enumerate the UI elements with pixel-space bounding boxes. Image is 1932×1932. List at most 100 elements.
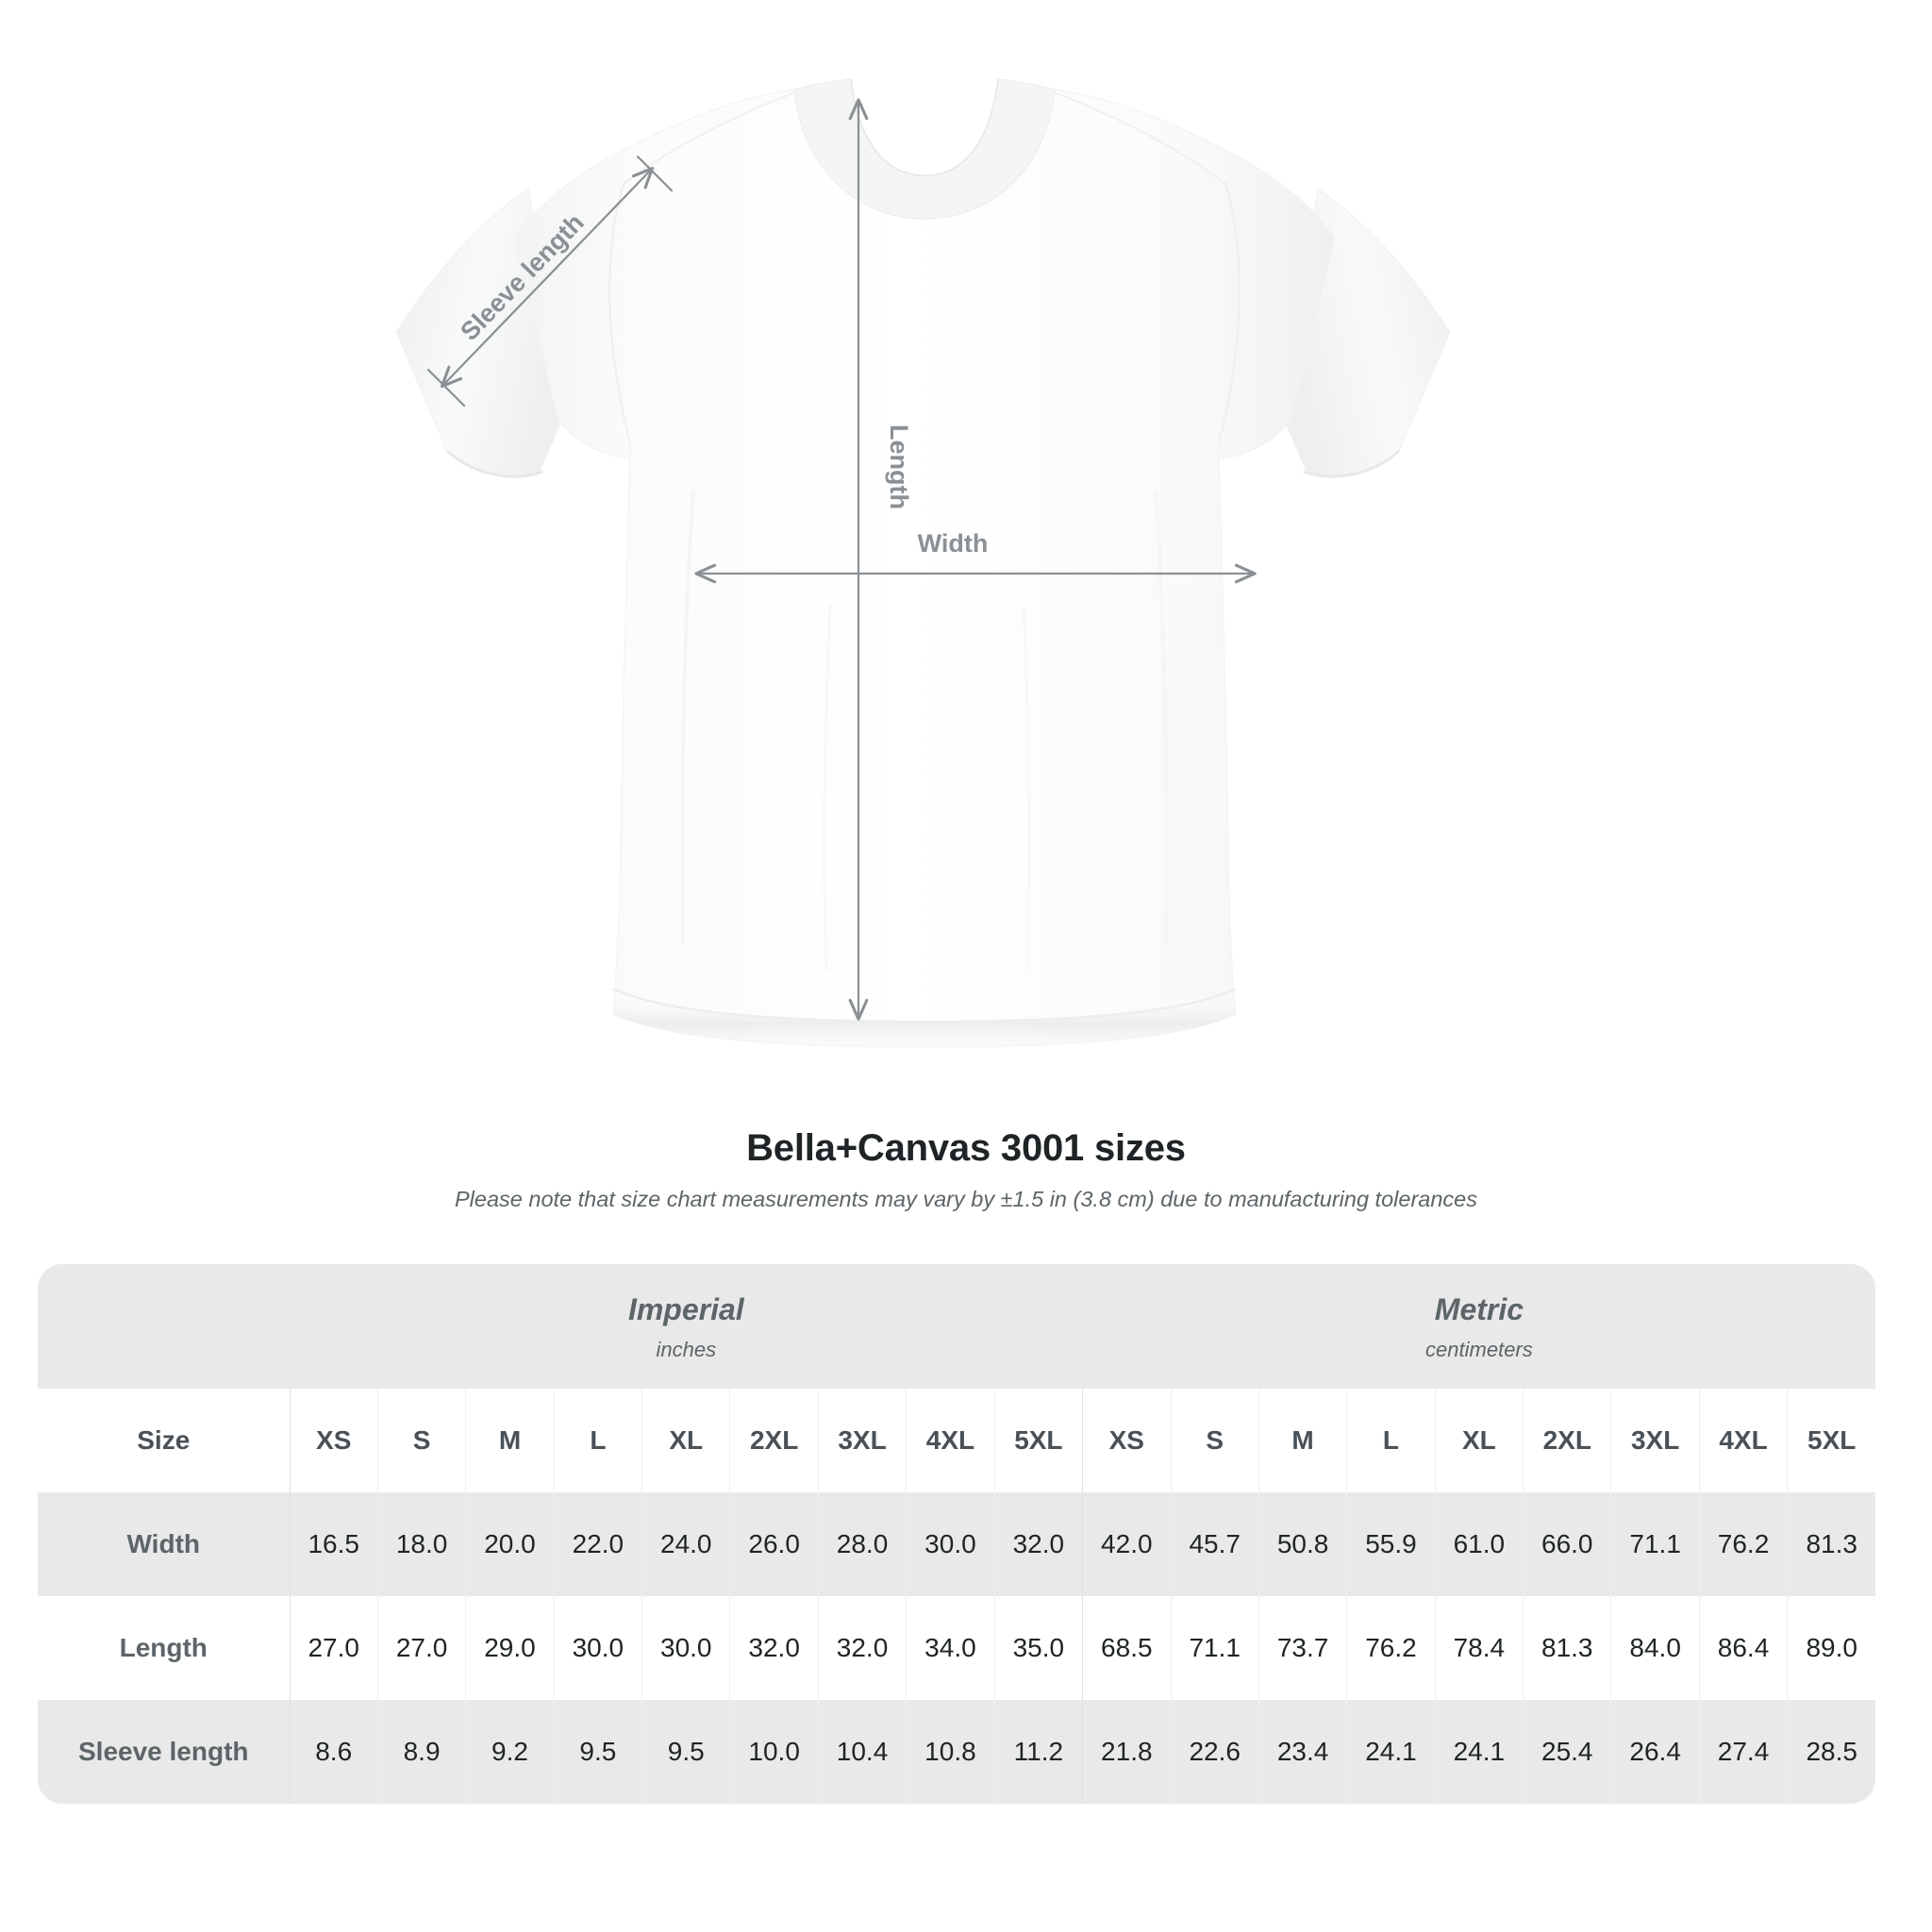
cell-length-metric-4xl: 86.4 <box>1698 1596 1788 1700</box>
cell-sleeve-imperial-xs: 8.6 <box>289 1700 378 1804</box>
cell-sleeve-metric-4xl: 27.4 <box>1698 1700 1788 1804</box>
sleeve-length-arrow <box>440 166 655 389</box>
size-col-imperial-m: M <box>465 1389 555 1492</box>
cell-length-imperial-2xl: 32.0 <box>729 1596 819 1700</box>
size-col-imperial-2xl: 2XL <box>729 1389 819 1492</box>
size-col-metric-m: M <box>1257 1389 1347 1492</box>
cell-sleeve-metric-5xl: 28.5 <box>1787 1700 1875 1804</box>
cell-width-metric-xl: 61.0 <box>1434 1492 1524 1596</box>
cell-length-metric-5xl: 89.0 <box>1787 1596 1875 1700</box>
unit-header-spacer <box>38 1264 290 1389</box>
size-col-metric-s: S <box>1170 1389 1259 1492</box>
label-length: Length <box>885 425 913 509</box>
cell-length-imperial-5xl: 35.0 <box>993 1596 1083 1700</box>
size-col-metric-2xl: 2XL <box>1523 1389 1611 1492</box>
size-col-metric-l: L <box>1346 1389 1436 1492</box>
cell-sleeve-imperial-s: 8.9 <box>376 1700 466 1804</box>
unit-imperial-name: Imperial <box>627 1292 744 1326</box>
cell-length-metric-s: 71.1 <box>1170 1596 1259 1700</box>
size-col-imperial-l: L <box>553 1389 642 1492</box>
cell-sleeve-imperial-m: 9.2 <box>465 1700 555 1804</box>
sleeve-tick-top <box>636 155 674 192</box>
cell-width-imperial-4xl: 30.0 <box>906 1492 995 1596</box>
row-label-length: Length <box>38 1596 290 1700</box>
cell-sleeve-metric-2xl: 25.4 <box>1523 1700 1611 1804</box>
size-col-metric-xs: XS <box>1082 1389 1171 1492</box>
cell-length-imperial-4xl: 34.0 <box>906 1596 995 1700</box>
table-row-width: Width 16.5 18.0 20.0 22.0 24.0 26.0 28.0… <box>38 1492 1875 1596</box>
page-title: Bella+Canvas 3001 sizes <box>746 1127 1186 1169</box>
cell-length-metric-xs: 68.5 <box>1082 1596 1171 1700</box>
size-col-metric-3xl: 3XL <box>1610 1389 1700 1492</box>
cell-length-metric-m: 73.7 <box>1257 1596 1347 1700</box>
measurement-arrows <box>426 98 1257 1021</box>
size-col-metric-xl: XL <box>1434 1389 1524 1492</box>
cell-width-imperial-5xl: 32.0 <box>993 1492 1083 1596</box>
cell-length-metric-2xl: 81.3 <box>1523 1596 1611 1700</box>
cell-length-metric-l: 76.2 <box>1346 1596 1436 1700</box>
cell-length-metric-3xl: 84.0 <box>1610 1596 1700 1700</box>
cell-width-metric-3xl: 71.1 <box>1610 1492 1700 1596</box>
cell-sleeve-imperial-5xl: 11.2 <box>993 1700 1083 1804</box>
unit-imperial-sub: inches <box>656 1338 717 1361</box>
sleeve-tick-bottom <box>426 368 466 408</box>
row-label-sleeve-length: Sleeve length <box>38 1700 290 1804</box>
unit-header-row: Imperial inches Metric centimeters <box>38 1264 1875 1389</box>
title-block: Bella+Canvas 3001 sizes Please note that… <box>0 1127 1932 1212</box>
cell-length-imperial-m: 29.0 <box>465 1596 555 1700</box>
size-col-metric-5xl: 5XL <box>1787 1389 1875 1492</box>
size-col-imperial-3xl: 3XL <box>817 1389 907 1492</box>
size-col-imperial-s: S <box>376 1389 466 1492</box>
cell-width-imperial-3xl: 28.0 <box>817 1492 907 1596</box>
cell-width-metric-m: 50.8 <box>1257 1492 1347 1596</box>
cell-width-metric-4xl: 76.2 <box>1698 1492 1788 1596</box>
cell-width-metric-xs: 42.0 <box>1082 1492 1171 1596</box>
unit-group-imperial: Imperial inches <box>290 1264 1083 1389</box>
tolerance-note: Please note that size chart measurements… <box>455 1187 1477 1211</box>
size-table: Imperial inches Metric centimeters Size … <box>38 1264 1875 1804</box>
size-header-row: Size XS S M L XL 2XL 3XL 4XL 5XL XS S M … <box>38 1389 1875 1492</box>
cell-width-imperial-l: 22.0 <box>553 1492 642 1596</box>
cell-length-imperial-l: 30.0 <box>553 1596 642 1700</box>
cell-length-imperial-3xl: 32.0 <box>817 1596 907 1700</box>
cell-width-imperial-xl: 24.0 <box>641 1492 730 1596</box>
cell-sleeve-imperial-4xl: 10.8 <box>906 1700 995 1804</box>
cell-length-imperial-s: 27.0 <box>376 1596 466 1700</box>
cell-sleeve-metric-3xl: 26.4 <box>1610 1700 1700 1804</box>
size-col-imperial-xl: XL <box>641 1389 730 1492</box>
cell-width-imperial-m: 20.0 <box>465 1492 555 1596</box>
cell-width-metric-s: 45.7 <box>1170 1492 1259 1596</box>
cell-width-imperial-xs: 16.5 <box>289 1492 378 1596</box>
cell-sleeve-metric-l: 24.1 <box>1346 1700 1436 1804</box>
cell-sleeve-imperial-l: 9.5 <box>553 1700 642 1804</box>
cell-sleeve-metric-m: 23.4 <box>1257 1700 1347 1804</box>
size-col-metric-4xl: 4XL <box>1698 1389 1788 1492</box>
cell-sleeve-metric-xl: 24.1 <box>1434 1700 1524 1804</box>
row-label-width: Width <box>38 1492 290 1596</box>
unit-metric-name: Metric <box>1434 1292 1524 1326</box>
size-col-imperial-xs: XS <box>289 1389 378 1492</box>
cell-width-metric-5xl: 81.3 <box>1787 1492 1875 1596</box>
cell-sleeve-imperial-3xl: 10.4 <box>817 1700 907 1804</box>
unit-metric-sub: centimeters <box>1425 1338 1533 1361</box>
size-table-container: Imperial inches Metric centimeters Size … <box>38 1264 1875 1804</box>
cell-length-metric-xl: 78.4 <box>1434 1596 1524 1700</box>
cell-width-imperial-s: 18.0 <box>376 1492 466 1596</box>
cell-length-imperial-xl: 30.0 <box>641 1596 730 1700</box>
size-header-label: Size <box>38 1389 290 1492</box>
table-row-sleeve-length: Sleeve length 8.6 8.9 9.2 9.5 9.5 10.0 1… <box>38 1700 1875 1804</box>
cell-sleeve-imperial-xl: 9.5 <box>641 1700 730 1804</box>
tshirt-illustration: Sleeve length Length Width <box>395 78 1451 1048</box>
cell-width-imperial-2xl: 26.0 <box>729 1492 819 1596</box>
table-row-length: Length 27.0 27.0 29.0 30.0 30.0 32.0 32.… <box>38 1596 1875 1700</box>
cell-length-imperial-xs: 27.0 <box>289 1596 378 1700</box>
cell-sleeve-metric-xs: 21.8 <box>1082 1700 1171 1804</box>
cell-sleeve-metric-s: 22.6 <box>1170 1700 1259 1804</box>
cell-width-metric-2xl: 66.0 <box>1523 1492 1611 1596</box>
size-col-imperial-5xl: 5XL <box>993 1389 1083 1492</box>
size-col-imperial-4xl: 4XL <box>906 1389 995 1492</box>
cell-sleeve-imperial-2xl: 10.0 <box>729 1700 819 1804</box>
cell-width-metric-l: 55.9 <box>1346 1492 1436 1596</box>
label-width: Width <box>918 529 989 558</box>
